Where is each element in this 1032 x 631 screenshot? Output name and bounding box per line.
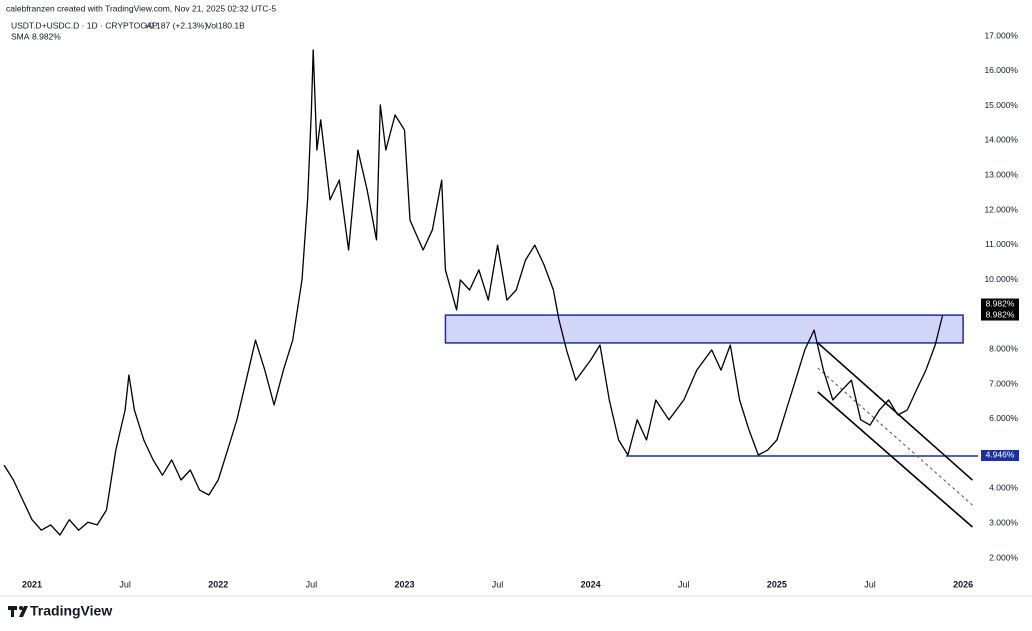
logo-icon: [8, 606, 28, 617]
x-tick-label: Jul: [492, 579, 504, 589]
symbol: USDT.D+USDC.D · 1D · CRYPTOCAP: [11, 20, 158, 30]
y-tick-label: 11.000%: [985, 239, 1018, 249]
x-tick-label: 2021: [22, 579, 42, 589]
y-tick-label: 4.000%: [989, 483, 1018, 493]
price-label-box: [981, 298, 1019, 310]
price-label-box: [981, 309, 1019, 321]
y-tick-label: 14.000%: [984, 135, 1018, 145]
x-tick-label: Jul: [678, 579, 690, 589]
x-tick-label: Jul: [119, 579, 131, 589]
indicator-value: 8.982%: [32, 31, 61, 41]
volume: Vol180.1B: [206, 20, 245, 30]
y-tick-label: 2.000%: [989, 552, 1018, 562]
price-label: 8.982%: [986, 298, 1015, 308]
x-tick-label: 2025: [767, 579, 787, 589]
price-line: [3, 49, 944, 536]
y-tick-label: 12.000%: [984, 204, 1018, 214]
y-tick-label: 6.000%: [989, 413, 1018, 423]
x-tick-label: Jul: [306, 579, 318, 589]
plot: 2.000%3.000%4.000%5.000%6.000%7.000%8.00…: [3, 30, 1019, 589]
price-label-box: [981, 449, 1019, 461]
y-tick-label: 17.000%: [984, 30, 1018, 40]
price-label: 4.946%: [986, 450, 1015, 460]
change: +0.187 (+2.13%): [144, 20, 207, 30]
y-tick-label: 16.000%: [984, 65, 1018, 75]
y-tick-label: 15.000%: [984, 100, 1018, 110]
resistance-zone: [444, 314, 964, 344]
y-tick-label: 10.000%: [984, 274, 1018, 284]
price-label: 8.982%: [986, 309, 1015, 319]
x-tick-label: 2022: [208, 579, 228, 589]
credit: calebfranzen created with TradingView.co…: [6, 3, 276, 13]
indicator: SMA: [11, 31, 30, 41]
channel-line: [817, 391, 973, 528]
x-tick-label: 2026: [953, 579, 973, 589]
y-tick-label: 7.000%: [989, 378, 1018, 388]
x-tick-label: 2023: [394, 579, 414, 589]
y-tick-label: 8.000%: [989, 343, 1018, 353]
logo-text: TradingView: [30, 603, 112, 619]
x-tick-label: Jul: [864, 579, 876, 589]
channel-mid-line: [817, 367, 973, 506]
y-tick-label: 13.000%: [984, 169, 1018, 179]
x-tick-label: 2024: [581, 579, 601, 589]
y-tick-label: 3.000%: [989, 517, 1018, 527]
